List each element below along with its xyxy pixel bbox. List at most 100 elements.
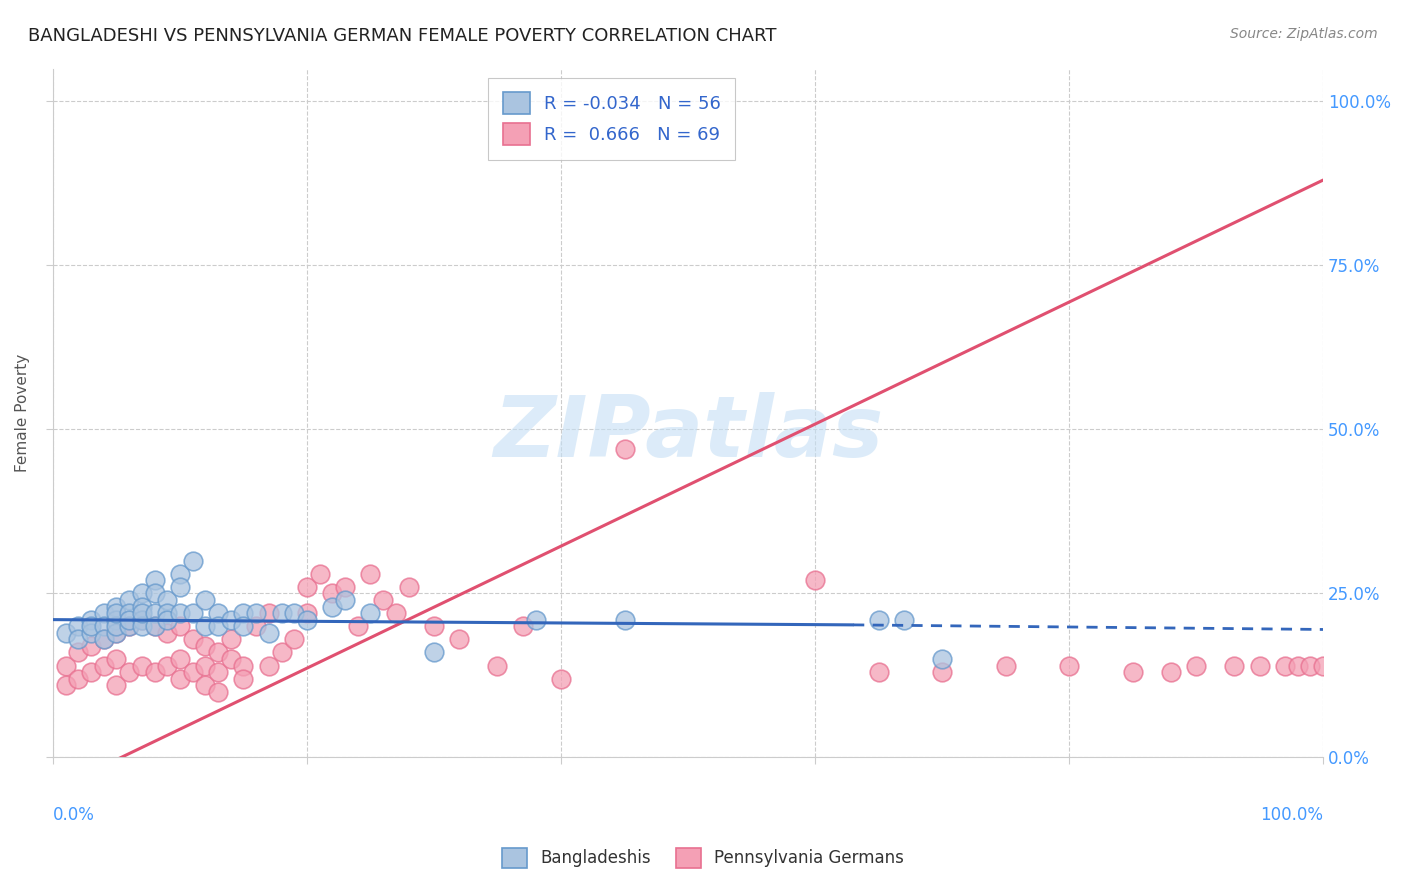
Point [373,593,395,607]
Point [308,566,330,581]
Text: BANGLADESHI VS PENNSYLVANIA GERMAN FEMALE POVERTY CORRELATION CHART: BANGLADESHI VS PENNSYLVANIA GERMAN FEMAL… [28,27,776,45]
Point [385,606,408,620]
Point [131,613,153,627]
Point [131,613,153,627]
Point [613,442,636,456]
Point [550,672,572,686]
Point [613,613,636,627]
Point [93,658,115,673]
Point [1160,665,1182,679]
Point [321,586,343,600]
Point [257,606,280,620]
Point [333,580,356,594]
Point [359,566,381,581]
Point [207,665,229,679]
Point [169,619,191,633]
Point [131,586,153,600]
Point [295,613,318,627]
Point [169,652,191,666]
Point [1249,658,1271,673]
Point [55,658,77,673]
Point [194,678,217,692]
Point [868,665,890,679]
Text: 100.0%: 100.0% [1260,805,1323,823]
Point [1274,658,1296,673]
Point [169,566,191,581]
Point [80,625,103,640]
Point [93,619,115,633]
Point [219,613,242,627]
Point [143,665,166,679]
Point [131,658,153,673]
Point [143,619,166,633]
Point [67,619,90,633]
Y-axis label: Female Poverty: Female Poverty [15,354,30,472]
Point [105,625,128,640]
Point [105,606,128,620]
Point [1299,658,1322,673]
Point [245,619,267,633]
Point [245,606,267,620]
Point [143,619,166,633]
Point [398,580,420,594]
Point [181,665,204,679]
Point [194,639,217,653]
Point [118,613,141,627]
Point [156,658,179,673]
Point [219,632,242,647]
Point [105,599,128,614]
Point [232,658,254,673]
Point [1057,658,1080,673]
Point [868,613,890,627]
Point [156,593,179,607]
Point [181,553,204,567]
Point [270,645,292,659]
Point [893,613,915,627]
Point [283,632,305,647]
Point [207,619,229,633]
Text: Source: ZipAtlas.com: Source: ZipAtlas.com [1230,27,1378,41]
Point [1286,658,1309,673]
Legend: Bangladeshis, Pennsylvania Germans: Bangladeshis, Pennsylvania Germans [495,841,911,875]
Point [1122,665,1144,679]
Point [105,613,128,627]
Point [931,665,953,679]
Point [295,606,318,620]
Point [67,632,90,647]
Point [67,645,90,659]
Point [207,685,229,699]
Point [156,625,179,640]
Point [169,672,191,686]
Point [143,586,166,600]
Point [232,619,254,633]
Point [257,658,280,673]
Point [207,606,229,620]
Point [449,632,471,647]
Point [232,672,254,686]
Point [105,678,128,692]
Point [346,619,368,633]
Point [1312,658,1334,673]
Point [131,606,153,620]
Point [93,632,115,647]
Point [194,593,217,607]
Point [105,619,128,633]
Point [194,619,217,633]
Point [359,606,381,620]
Point [80,639,103,653]
Text: 0.0%: 0.0% [53,805,94,823]
Point [93,606,115,620]
Point [118,619,141,633]
Point [118,593,141,607]
Point [118,665,141,679]
Point [80,613,103,627]
Point [131,599,153,614]
Point [423,619,446,633]
Point [321,599,343,614]
Point [512,619,534,633]
Text: ZIPatlas: ZIPatlas [494,392,883,475]
Point [169,606,191,620]
Point [67,672,90,686]
Point [156,613,179,627]
Point [143,574,166,588]
